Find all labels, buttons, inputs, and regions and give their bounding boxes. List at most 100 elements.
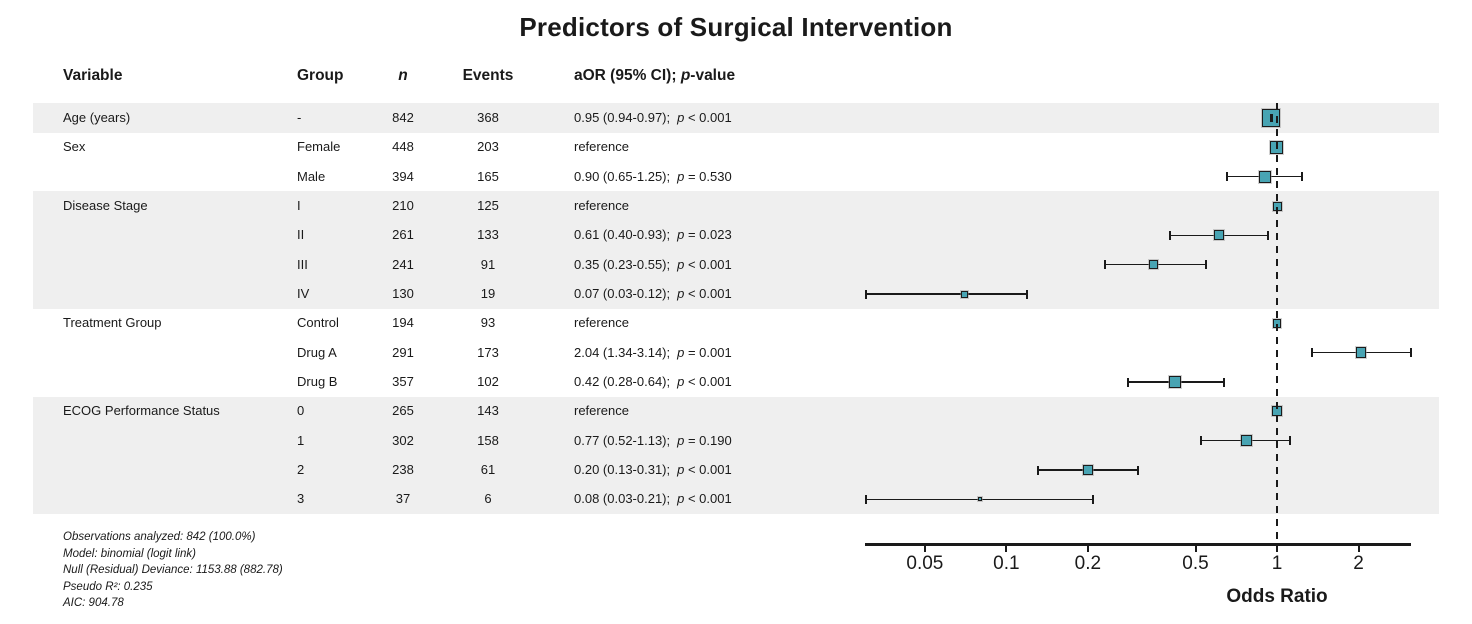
cell-aor: 0.61 (0.40-0.93); p = 0.023 [574, 227, 732, 243]
cell-events: 91 [480, 256, 496, 272]
or-marker [1083, 465, 1093, 475]
ci-cap-left [1200, 436, 1203, 446]
p-value-text: < 0.001 [684, 256, 732, 272]
footnote-observations: Observations analyzed: 842 (100.0%) [63, 531, 256, 543]
ci-cap-left [864, 289, 867, 299]
ci-cap-left [1311, 348, 1314, 358]
aor-ci-text: 0.77 (0.52-1.13); [574, 432, 671, 448]
ci-cap-left [1226, 172, 1229, 182]
cell-events: 6 [484, 491, 492, 507]
cell-events: 158 [477, 432, 499, 448]
aor-ci-text: 0.08 (0.03-0.21); [574, 491, 671, 507]
ci-cap-right [1204, 260, 1207, 270]
p-value-text: < 0.001 [684, 110, 732, 125]
aor-header-prefix: aOR (95% CI); [574, 67, 681, 84]
aor-ci-text: reference [574, 139, 629, 155]
footnote-pseudo-r2: Pseudo R²: 0.235 [63, 580, 153, 593]
column-header-group: Group [297, 67, 344, 84]
ci-cap-left [864, 494, 867, 504]
cell-aor: reference [574, 315, 629, 331]
aor-ci-text: reference [574, 315, 629, 331]
aor-ci-text: 0.35 (0.23-0.55); [574, 256, 671, 272]
x-tick-label: 0.2 [1074, 553, 1102, 574]
ci-cap-right [1222, 377, 1225, 387]
aor-ci-text: 0.95 (0.94-0.97); [574, 110, 671, 125]
cell-aor: 0.77 (0.52-1.13); p = 0.190 [574, 433, 732, 449]
cell-events: 93 [480, 315, 496, 331]
row-shading-band [33, 103, 1439, 133]
cell-variable: Sex [63, 139, 86, 155]
column-header-events: Events [462, 67, 514, 84]
p-value-text: < 0.001 [684, 462, 732, 477]
cell-events: 143 [477, 403, 499, 419]
aor-ci-text: 0.61 (0.40-0.93); [574, 227, 671, 243]
cell-events: 165 [477, 168, 499, 184]
ci-cap-right [1091, 494, 1094, 504]
cell-events: 19 [480, 286, 496, 301]
cell-n: 194 [392, 315, 414, 331]
or-marker [1148, 259, 1159, 270]
cell-variable: Disease Stage [63, 198, 148, 213]
cell-n: 37 [395, 491, 411, 507]
cell-n: 210 [392, 198, 414, 213]
ci-cap-left [1269, 114, 1272, 122]
x-axis-title: Odds Ratio [1226, 586, 1328, 607]
ci-cap-right [1289, 436, 1292, 446]
chart-title: Predictors of Surgical Intervention [519, 12, 953, 42]
p-value-symbol: p [677, 286, 685, 301]
p-value-symbol: p [677, 168, 685, 184]
p-value-symbol: p [677, 110, 685, 125]
cell-variable: Treatment Group [63, 315, 162, 331]
x-tick [1086, 545, 1089, 552]
cell-events: 368 [477, 110, 499, 125]
cell-variable: ECOG Performance Status [63, 403, 220, 419]
ci-cap-right [1301, 172, 1304, 182]
cell-aor: reference [574, 198, 629, 214]
cell-group: 3 [297, 491, 305, 507]
cell-group: 0 [297, 403, 305, 419]
ci-cap-right [1025, 289, 1028, 299]
cell-aor: 0.35 (0.23-0.55); p < 0.001 [574, 257, 732, 273]
x-tick [1005, 545, 1008, 552]
x-axis [865, 543, 1411, 546]
p-value-symbol: p [677, 432, 685, 448]
x-tick-label: 0.1 [993, 553, 1020, 574]
footnote-aic: AIC: 904.78 [63, 597, 124, 610]
cell-n: 241 [392, 256, 414, 272]
p-value-text: = 0.190 [684, 432, 732, 448]
cell-n: 238 [392, 462, 414, 477]
cell-events: 203 [477, 139, 499, 155]
cell-events: 102 [477, 374, 499, 389]
ci-cap-right [1409, 348, 1412, 358]
cell-n: 130 [392, 286, 414, 301]
cell-events: 125 [477, 198, 499, 213]
p-value-text: = 0.023 [684, 227, 732, 243]
cell-aor: 0.20 (0.13-0.31); p < 0.001 [574, 462, 732, 478]
x-tick [923, 545, 926, 552]
aor-ci-text: reference [574, 403, 629, 419]
row-shading-band [33, 396, 1439, 514]
ci-cap-right [1266, 230, 1269, 240]
p-value-text: < 0.001 [684, 491, 732, 507]
aor-ci-text: 0.20 (0.13-0.31); [574, 462, 671, 477]
or-marker [1355, 347, 1367, 358]
cell-group: Female [297, 139, 341, 155]
cell-aor: reference [574, 403, 629, 419]
row-shading-band [33, 191, 1439, 309]
p-value-symbol: p [677, 462, 685, 477]
footnote-deviance: Null (Residual) Deviance: 1153.88 (882.7… [63, 564, 283, 577]
cell-group: 1 [297, 432, 305, 448]
aor-header-suffix: -value [690, 67, 736, 84]
aor-ci-text: 0.07 (0.03-0.12); [574, 286, 671, 301]
cell-group: Drug A [297, 344, 337, 360]
column-header-n: n [398, 67, 408, 84]
column-header-aor: aOR (95% CI); p-value [574, 67, 735, 85]
x-tick-label: 0.5 [1182, 553, 1209, 574]
cell-aor: 0.07 (0.03-0.12); p < 0.001 [574, 286, 732, 302]
column-header-variable: Variable [63, 67, 123, 84]
aor-ci-text: 0.42 (0.28-0.64); [574, 374, 671, 389]
cell-group: - [297, 110, 302, 125]
or-marker [1169, 376, 1181, 388]
p-value-text: = 0.530 [684, 168, 732, 184]
cell-aor: 0.95 (0.94-0.97); p < 0.001 [574, 110, 732, 126]
